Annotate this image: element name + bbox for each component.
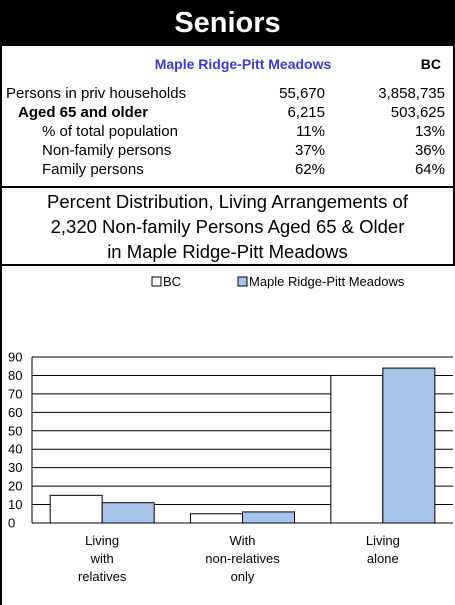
x-tick-label: alone <box>367 551 399 566</box>
row-label: Persons in priv households <box>6 85 187 102</box>
row-value-region: 55,670 <box>279 85 325 102</box>
y-tick-label: 90 <box>8 350 22 365</box>
stats-row: % of total population 11% 13% <box>2 122 453 141</box>
stats-table: Maple Ridge-Pitt Meadows BC Persons in p… <box>0 46 455 186</box>
page-title: Seniors <box>0 0 455 46</box>
x-tick-label: Living <box>366 533 400 548</box>
y-tick-label: 40 <box>8 442 22 457</box>
legend-swatch-region <box>237 276 248 287</box>
row-label: % of total population <box>42 123 178 140</box>
legend-swatch-bc <box>151 276 162 287</box>
row-label: Non-family persons <box>42 142 172 159</box>
row-value-region: 11% <box>296 123 325 140</box>
bar-region <box>242 511 295 524</box>
caption-line-1: Percent Distribution, Living Arrangement… <box>47 191 408 212</box>
row-value-region: 37% <box>294 142 325 159</box>
x-tick-label: with <box>90 551 114 566</box>
chart-area: 0 10 20 30 40 50 60 70 80 90 Living with relatives Wi… <box>0 266 455 605</box>
y-tick-label: 70 <box>8 386 22 401</box>
y-tick-label: 0 <box>8 516 15 531</box>
stats-row: Aged 65 and older 6,215 503,625 <box>2 103 453 122</box>
caption-line-3: in Maple Ridge-Pitt Meadows <box>107 241 348 262</box>
bar-bc <box>49 494 103 524</box>
row-value-bc: 503,625 <box>390 104 445 121</box>
caption-line-2: 2,320 Non-family Persons Aged 65 & Older <box>50 216 405 237</box>
y-tick-label: 80 <box>8 368 22 383</box>
y-tick-label: 10 <box>8 497 22 512</box>
row-label: Aged 65 and older <box>18 104 149 121</box>
row-value-region: 6,215 <box>287 104 325 121</box>
y-tick-label: 50 <box>8 423 22 438</box>
row-value-bc: 64% <box>414 161 445 178</box>
divider <box>0 186 455 188</box>
stats-row: Family persons 62% 64% <box>2 160 453 179</box>
row-label: Family persons <box>42 161 144 178</box>
x-tick-label: relatives <box>78 569 127 584</box>
y-tick-label: 30 <box>8 460 22 475</box>
row-value-bc: 13% <box>414 123 445 140</box>
chart-caption: Percent Distribution, Living Arrangement… <box>0 188 455 264</box>
column-header-bc: BC <box>420 56 441 72</box>
bar-chart: 0 10 20 30 40 50 60 70 80 90 Living with relatives Wi… <box>8 274 453 584</box>
y-tick-label: 20 <box>8 479 22 494</box>
x-tick-label: only <box>231 569 255 584</box>
bar-region <box>101 502 155 524</box>
legend-label-region: Maple Ridge-Pitt Meadows <box>249 274 405 289</box>
stats-row: Non-family persons 37% 36% <box>2 141 453 160</box>
x-tick-label: With <box>230 533 256 548</box>
bar-bc <box>330 374 384 524</box>
y-tick-label: 60 <box>8 405 22 420</box>
column-header-region: Maple Ridge-Pitt Meadows <box>154 56 332 72</box>
bar-bc <box>190 513 243 524</box>
row-value-region: 62% <box>294 161 325 178</box>
row-value-bc: 36% <box>414 142 445 159</box>
stats-row: Persons in priv households 55,670 3,858,… <box>2 84 453 103</box>
x-tick-label: Living <box>85 533 119 548</box>
legend-label-bc: BC <box>163 274 181 289</box>
divider <box>0 264 455 266</box>
bar-region <box>382 367 436 524</box>
row-value-bc: 3,858,735 <box>378 85 445 102</box>
x-tick-label: non-relatives <box>205 551 280 566</box>
